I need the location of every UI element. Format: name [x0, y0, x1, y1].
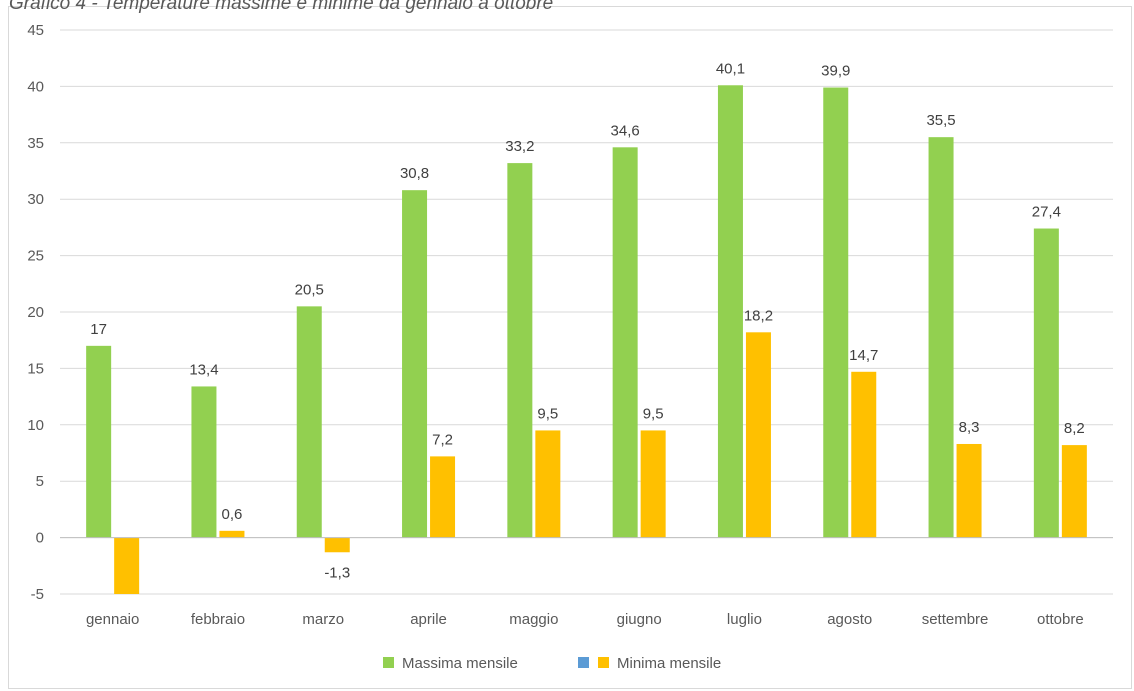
legend-swatch [598, 657, 609, 668]
plot-area: 17 13,4 20,5 30,8 33,2 34,6 40,1 39,9 35,5 27,4 0,… [60, 60, 1113, 594]
bar-max-marzo [296, 306, 322, 538]
data-label: 20,5 [295, 281, 324, 298]
data-label: 7,2 [432, 431, 453, 448]
x-tick-label: giugno [617, 611, 662, 628]
bar-min-febbraio [219, 530, 245, 538]
x-tick-label: ottobre [1037, 611, 1084, 628]
data-label: 9,5 [643, 405, 664, 422]
data-label: 30,8 [400, 165, 429, 182]
legend-swatch [383, 657, 394, 668]
bar-min-gennaio [114, 537, 140, 594]
bar-min-maggio [535, 430, 561, 538]
y-tick-label: 10 [27, 417, 44, 434]
data-label: 39,9 [821, 63, 850, 80]
y-tick-label: 0 [36, 530, 44, 547]
x-tick-label: settembre [922, 611, 989, 628]
data-label: 35,5 [926, 112, 955, 129]
y-tick-label: 15 [27, 360, 44, 377]
y-tick-label: 20 [27, 304, 44, 321]
y-tick-label: -5 [31, 586, 44, 603]
bar-max-luglio [717, 85, 743, 538]
bar-max-ottobre [1033, 228, 1059, 538]
bar-min-luglio [745, 332, 771, 538]
bar-min-agosto [851, 371, 877, 538]
data-label: 18,2 [744, 307, 773, 324]
legend-label: Minima mensile [617, 655, 721, 672]
y-axis: -5 0 5 10 15 20 25 30 35 40 45 [27, 22, 44, 603]
chart-frame: Grafico 4 - Temperature massime e minime… [8, 0, 1132, 689]
bar-min-marzo [324, 537, 350, 553]
x-tick-label: agosto [827, 611, 872, 628]
x-tick-label: febbraio [191, 611, 245, 628]
data-label: 9,5 [537, 405, 558, 422]
bar-max-gennaio [86, 345, 112, 538]
data-label: 8,2 [1064, 420, 1085, 437]
bar-max-febbraio [191, 386, 217, 538]
x-axis: gennaio febbraio marzo aprile maggio giugno lu… [86, 611, 1084, 628]
y-tick-label: 30 [27, 191, 44, 208]
data-label: 13,4 [189, 361, 218, 378]
x-tick-label: luglio [727, 611, 762, 628]
y-tick-label: 25 [27, 248, 44, 265]
data-label: 17 [90, 321, 107, 338]
data-label: 34,6 [611, 122, 640, 139]
data-label: 8,3 [959, 419, 980, 436]
bar-min-settembre [956, 443, 982, 538]
chart-title: Grafico 4 - Temperature massime e minime… [9, 0, 554, 14]
bar-min-giugno [640, 430, 666, 538]
x-tick-label: maggio [509, 611, 558, 628]
legend: Massima mensile Minima mensile [383, 655, 721, 672]
bar-max-agosto [823, 87, 849, 538]
x-tick-label: aprile [410, 611, 447, 628]
bar-min-aprile [430, 456, 456, 538]
x-tick-label: gennaio [86, 611, 139, 628]
legend-swatch [578, 657, 589, 668]
y-tick-label: 40 [27, 78, 44, 95]
y-tick-label: 5 [36, 473, 44, 490]
data-label: 0,6 [222, 506, 243, 523]
data-label: 33,2 [505, 138, 534, 155]
bar-max-aprile [402, 190, 428, 538]
bar-max-settembre [928, 137, 954, 538]
data-label: -1,3 [324, 564, 350, 581]
y-tick-label: 45 [27, 22, 44, 39]
data-label: 14,7 [849, 347, 878, 364]
y-tick-label: 35 [27, 135, 44, 152]
bar-max-maggio [507, 163, 533, 538]
data-label: 40,1 [716, 60, 745, 77]
bar-max-giugno [612, 147, 638, 538]
bar-min-ottobre [1061, 445, 1087, 538]
legend-label: Massima mensile [402, 655, 518, 672]
x-tick-label: marzo [302, 611, 344, 628]
data-label: 27,4 [1032, 204, 1061, 221]
